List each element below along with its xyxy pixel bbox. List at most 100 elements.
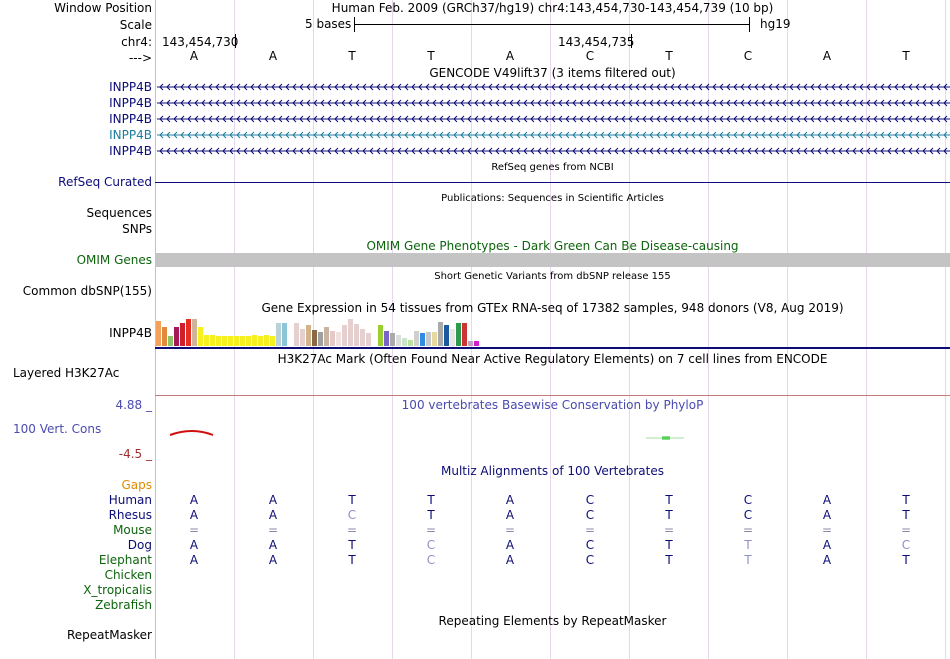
conservation-label[interactable]: 100 Vert. Cons [13,422,102,436]
gtex-tissue-bar[interactable] [258,336,263,346]
gtex-tissue-bar[interactable] [444,325,449,346]
conservation-plot[interactable] [156,425,950,445]
multiz-base: C [585,538,595,552]
gtex-tissue-bar[interactable] [474,341,479,346]
scale-label: Scale [119,18,152,32]
gtex-expression-chart[interactable] [156,316,536,346]
publications-snps-label[interactable]: SNPs [122,222,152,236]
gtex-tissue-bar[interactable] [378,325,383,346]
gtex-track-title[interactable]: Gene Expression in 54 tissues from GTEx … [261,301,844,315]
repeatmasker-track-title[interactable]: Repeating Elements by RepeatMasker [438,614,667,628]
gtex-label[interactable]: INPP4B [109,326,152,340]
gtex-tissue-bar[interactable] [192,319,197,346]
gtex-tissue-bar[interactable] [396,335,401,346]
gtex-tissue-bar[interactable] [438,322,443,346]
gtex-tissue-bar[interactable] [318,332,323,346]
multiz-species-label[interactable]: X_tropicalis [83,583,152,597]
publications-sequences-label[interactable]: Sequences [86,206,152,220]
omim-feature[interactable] [156,253,950,267]
gtex-tissue-bar[interactable] [402,338,407,346]
window-position-value[interactable]: Human Feb. 2009 (GRCh37/hg19) chr4:143,4… [331,1,774,15]
gtex-tissue-bar[interactable] [162,327,167,346]
gencode-item-label[interactable]: INPP4B [109,96,152,110]
gtex-tissue-bar[interactable] [264,335,269,346]
gencode-item-label[interactable]: INPP4B [109,144,152,158]
multiz-species-label[interactable]: Chicken [104,568,152,582]
gtex-tissue-bar[interactable] [228,336,233,346]
gtex-tissue-bar[interactable] [210,335,215,346]
multiz-species-label[interactable]: Human [108,493,152,507]
gtex-tissue-bar[interactable] [342,325,347,346]
gtex-tissue-bar[interactable] [414,331,419,346]
refseq-feature[interactable] [155,182,950,183]
omim-label[interactable]: OMIM Genes [76,253,152,267]
refseq-label[interactable]: RefSeq Curated [58,175,152,189]
gtex-tissue-bar[interactable] [390,333,395,346]
gtex-tissue-bar[interactable] [168,336,173,346]
gtex-tissue-bar[interactable] [156,321,161,346]
gtex-tissue-bar[interactable] [420,333,425,346]
gtex-tissue-bar[interactable] [216,336,221,346]
gtex-tissue-bar[interactable] [300,329,305,346]
gtex-tissue-bar[interactable] [198,327,203,346]
gencode-track-title[interactable]: GENCODE V49lift37 (3 items filtered out) [429,66,676,80]
gtex-tissue-bar[interactable] [360,329,365,346]
publications-track-title[interactable]: Publications: Sequences in Scientific Ar… [441,193,664,204]
gtex-tissue-bar[interactable] [330,331,335,346]
multiz-base: C [743,493,753,507]
gtex-tissue-bar[interactable] [204,335,209,346]
gtex-tissue-bar[interactable] [270,336,275,346]
gencode-transcript[interactable] [157,128,950,142]
gtex-tissue-bar[interactable] [456,323,461,346]
conservation-track-title[interactable]: 100 vertebrates Basewise Conservation by… [401,398,704,412]
coord-left: 143,454,730 [162,35,239,49]
gtex-tissue-bar[interactable] [240,336,245,346]
omim-track-title[interactable]: OMIM Gene Phenotypes - Dark Green Can Be… [366,239,739,253]
h3k27ac-track-title[interactable]: H3K27Ac Mark (Often Found Near Active Re… [277,352,828,366]
gencode-item-label[interactable]: INPP4B [109,128,152,142]
multiz-base: A [189,538,199,552]
gtex-tissue-bar[interactable] [294,323,299,346]
gtex-tissue-bar[interactable] [276,323,281,346]
gtex-tissue-bar[interactable] [180,323,185,346]
gtex-tissue-bar[interactable] [186,319,191,346]
gtex-tissue-bar[interactable] [222,336,227,346]
gtex-tissue-bar[interactable] [432,332,437,346]
dbsnp-label[interactable]: Common dbSNP(155) [22,284,152,298]
multiz-species-label[interactable]: Dog [127,538,152,552]
gencode-transcript[interactable] [157,96,950,110]
gtex-tissue-bar[interactable] [252,335,257,346]
multiz-species-label[interactable]: Mouse [113,523,152,537]
gencode-transcript[interactable] [157,144,950,158]
gtex-tissue-bar[interactable] [348,319,353,346]
gtex-tissue-bar[interactable] [312,330,317,346]
dbsnp-track-title[interactable]: Short Genetic Variants from dbSNP releas… [434,271,671,282]
multiz-species-label[interactable]: Elephant [98,553,152,567]
window-position-label: Window Position [54,1,152,15]
gtex-tissue-bar[interactable] [234,336,239,346]
gtex-tissue-bar[interactable] [426,332,431,346]
gtex-tissue-bar[interactable] [366,333,371,346]
gencode-transcript[interactable] [157,112,950,126]
gtex-tissue-bar[interactable] [354,324,359,346]
gtex-tissue-bar[interactable] [408,340,413,346]
gtex-tissue-bar[interactable] [462,323,467,346]
gtex-tissue-bar[interactable] [450,329,455,346]
gtex-tissue-bar[interactable] [336,332,341,346]
gtex-tissue-bar[interactable] [324,327,329,346]
gtex-tissue-bar[interactable] [306,325,311,346]
gtex-tissue-bar[interactable] [246,336,251,346]
multiz-track-title[interactable]: Multiz Alignments of 100 Vertebrates [440,464,665,478]
multiz-species-label[interactable]: Rhesus [108,508,152,522]
gencode-transcript[interactable] [157,80,950,94]
gtex-tissue-bar[interactable] [384,331,389,346]
refseq-track-title[interactable]: RefSeq genes from NCBI [491,162,614,173]
gtex-tissue-bar[interactable] [282,323,287,346]
repeatmasker-label[interactable]: RepeatMasker [66,628,152,642]
gencode-item-label[interactable]: INPP4B [109,80,152,94]
gtex-tissue-bar[interactable] [468,341,473,346]
gencode-item-label[interactable]: INPP4B [109,112,152,126]
h3k27ac-label[interactable]: Layered H3K27Ac [13,366,120,380]
gtex-tissue-bar[interactable] [174,327,179,346]
multiz-species-label[interactable]: Zebrafish [95,598,152,612]
